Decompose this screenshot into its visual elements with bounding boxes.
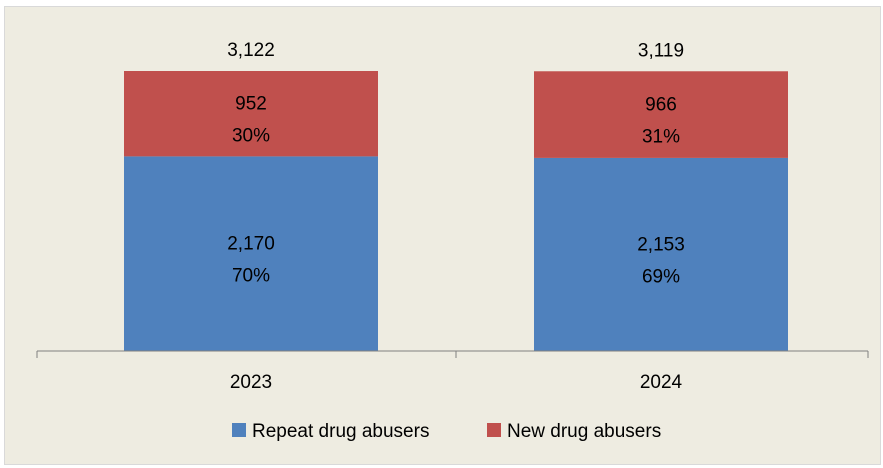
bar-repeat-2024 [534, 157, 788, 351]
bar-repeat-2023 [124, 156, 378, 351]
total-label-2023: 3,122 [227, 40, 275, 61]
data-label-value-new-2024: 966 [645, 95, 677, 116]
data-label-percent-new-2024: 31% [642, 127, 680, 148]
x-tick-label-2023: 2023 [230, 372, 272, 393]
data-label-percent-repeat-2023: 70% [232, 266, 270, 287]
bar-new-2023 [124, 71, 378, 157]
total-label-2024: 3,119 [638, 40, 684, 61]
legend-label-repeat: Repeat drug abusers [252, 421, 429, 442]
legend-swatch-new [487, 423, 501, 437]
legend-label-new: New drug abusers [507, 421, 661, 442]
legend-swatch-repeat [232, 423, 246, 437]
x-tick-label-2024: 2024 [640, 372, 683, 393]
data-label-value-repeat-2023: 2,170 [227, 234, 275, 255]
data-label-value-new-2023: 952 [235, 94, 267, 115]
data-label-value-repeat-2024: 2,153 [637, 234, 685, 255]
data-label-percent-new-2023: 30% [232, 126, 270, 147]
data-label-percent-repeat-2024: 69% [642, 266, 680, 287]
bar-new-2024 [534, 71, 788, 158]
